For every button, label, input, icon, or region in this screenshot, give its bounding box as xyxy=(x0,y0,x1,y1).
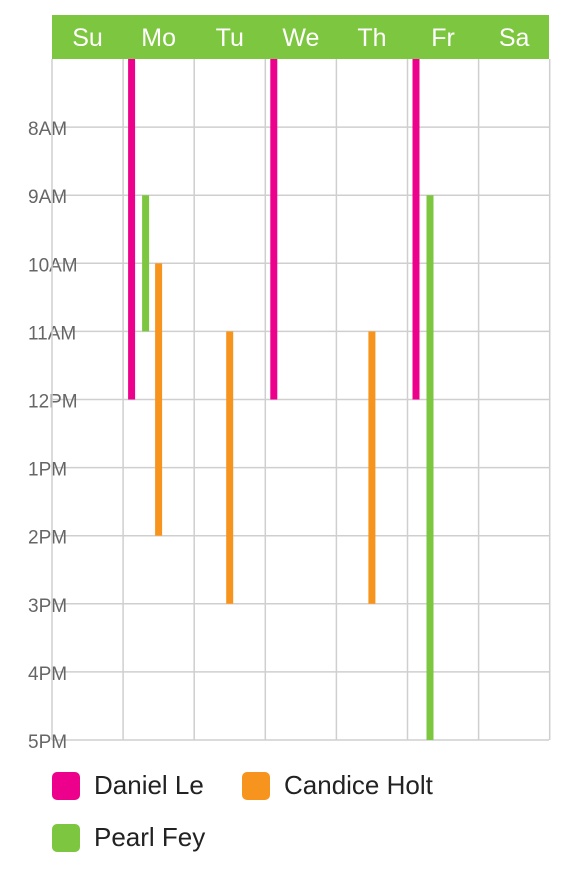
day-label-tu: Tu xyxy=(216,24,244,52)
legend-item-candice-holt: Candice Holt xyxy=(242,770,433,801)
hour-tick-label: 8AM xyxy=(28,119,67,140)
hour-tick-label: 12PM xyxy=(28,392,78,413)
range-bar-pearl-fey-mo xyxy=(142,195,150,332)
range-bar-daniel-le-we xyxy=(270,59,278,400)
day-label-we: We xyxy=(282,24,319,52)
hour-tick-label: 9AM xyxy=(28,187,67,208)
day-label-mo: Mo xyxy=(141,24,176,52)
range-bar-daniel-le-fr xyxy=(412,59,420,400)
day-label-su: Su xyxy=(72,24,103,52)
day-header-bar xyxy=(52,15,549,59)
legend-swatch xyxy=(52,823,80,852)
day-label-sa: Sa xyxy=(499,24,530,52)
schedule-chart: Su Mo Tu We Th Fr Sa8AM9AM10AM11AM12PM1PM2PM3P… xyxy=(28,15,551,753)
range-bar-candice-holt-th xyxy=(368,331,376,604)
range-bar-candice-holt-tu xyxy=(226,331,234,604)
day-label-fr: Fr xyxy=(431,24,455,52)
legend-label: Daniel Le xyxy=(94,770,204,800)
range-bar-daniel-le-mo xyxy=(128,59,136,400)
legend-swatch xyxy=(52,771,80,800)
hour-tick-label: 2PM xyxy=(28,528,67,549)
hour-tick-label: 4PM xyxy=(28,664,67,685)
legend-label: Candice Holt xyxy=(284,770,433,800)
range-bar-pearl-fey-fr xyxy=(426,195,434,740)
legend-swatch xyxy=(242,771,270,800)
hour-tick-label: 5PM xyxy=(28,732,67,753)
hour-tick-label: 3PM xyxy=(28,596,67,617)
legend-item-daniel-le: Daniel Le xyxy=(52,770,204,801)
range-bar-candice-holt-mo xyxy=(155,263,163,536)
legend-item-pearl-fey: Pearl Fey xyxy=(52,822,205,853)
hour-tick-label: 1PM xyxy=(28,460,67,481)
hour-tick-label: 10AM xyxy=(28,255,78,276)
legend-label: Pearl Fey xyxy=(94,822,206,852)
day-label-th: Th xyxy=(357,24,386,52)
